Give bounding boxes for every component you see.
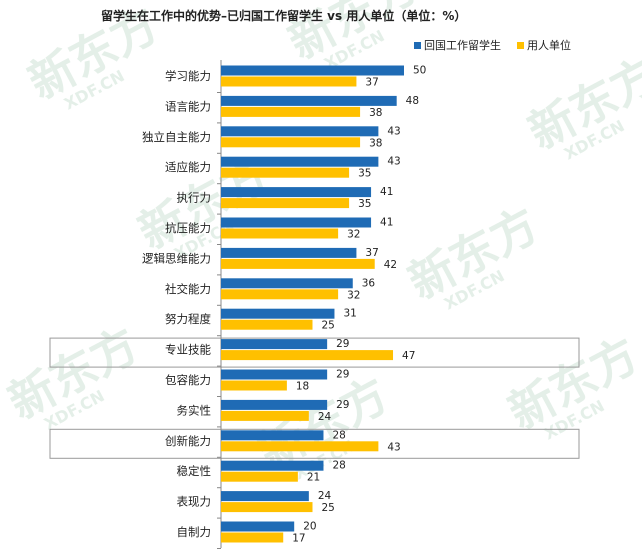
bar-returnee	[221, 247, 357, 258]
data-label-returnee: 37	[365, 247, 378, 259]
bar-returnee	[221, 156, 379, 167]
bar-returnee	[221, 187, 372, 198]
bar-employer	[221, 471, 298, 482]
data-label-returnee: 28	[332, 429, 345, 441]
bar-returnee	[221, 521, 295, 532]
data-label-employer: 32	[347, 289, 360, 301]
bar-returnee	[221, 460, 324, 471]
category-label: 包容能力	[165, 373, 211, 387]
bar-returnee	[221, 308, 335, 319]
data-label-employer: 25	[322, 502, 335, 514]
bar-employer	[221, 137, 361, 148]
category-label: 独立自主能力	[142, 130, 211, 144]
bar-returnee	[221, 217, 372, 228]
bar-employer	[221, 258, 375, 269]
data-label-returnee: 20	[303, 521, 316, 533]
data-label-employer: 35	[358, 168, 371, 180]
data-label-employer: 17	[292, 533, 305, 545]
legend-label-0: 回国工作留学生	[424, 38, 501, 52]
bar-employer	[221, 167, 350, 178]
data-label-employer: 42	[384, 259, 397, 271]
category-label: 专业技能	[165, 343, 211, 357]
data-label-employer: 25	[322, 320, 335, 332]
data-label-returnee: 43	[387, 125, 400, 137]
highlight-box	[49, 337, 580, 368]
data-label-employer: 21	[307, 472, 320, 484]
category-label: 抗压能力	[165, 221, 211, 235]
data-label-returnee: 41	[380, 217, 393, 229]
category-label: 执行力	[177, 191, 212, 205]
data-label-employer: 47	[402, 350, 415, 362]
legend-swatch-1	[517, 42, 524, 49]
bar-returnee	[221, 95, 397, 106]
category-label: 自制力	[177, 525, 212, 539]
bar-employer	[221, 319, 313, 330]
bar-employer	[221, 106, 361, 117]
category-label: 务实性	[177, 403, 212, 417]
category-label: 努力程度	[165, 312, 211, 326]
bar-employer	[221, 380, 287, 391]
data-label-returnee: 43	[387, 156, 400, 168]
data-label-returnee: 29	[336, 399, 349, 411]
category-label: 稳定性	[177, 464, 212, 478]
data-label-employer: 32	[347, 229, 360, 241]
data-label-employer: 37	[365, 77, 378, 89]
data-label-returnee: 41	[380, 186, 393, 198]
bar-employer	[221, 410, 309, 421]
data-label-returnee: 48	[406, 95, 419, 107]
data-label-employer: 43	[387, 441, 400, 453]
category-label: 创新能力	[165, 434, 211, 448]
bar-returnee	[221, 126, 379, 137]
legend-label-1: 用人单位	[527, 38, 571, 52]
bar-returnee	[221, 339, 328, 350]
bar-employer	[221, 198, 350, 209]
data-label-returnee: 31	[343, 308, 356, 320]
category-label: 语言能力	[165, 99, 211, 113]
legend-swatch-0	[414, 42, 421, 49]
bar-returnee	[221, 491, 309, 502]
data-label-returnee: 36	[362, 277, 376, 289]
bar-employer	[221, 532, 284, 543]
category-label: 学习能力	[165, 69, 211, 83]
chart-title: 留学生在工作中的优势–已归国工作留学生 vs 用人单位（单位：%）	[101, 8, 466, 23]
data-label-returnee: 29	[336, 369, 349, 381]
category-label: 逻辑思维能力	[142, 251, 211, 265]
bar-employer	[221, 228, 339, 239]
bar-employer	[221, 441, 379, 452]
bar-employer	[221, 350, 394, 361]
bar-employer	[221, 289, 339, 300]
bar-returnee	[221, 399, 328, 410]
data-label-employer: 38	[369, 107, 382, 119]
data-label-employer: 18	[296, 381, 309, 393]
category-label: 社交能力	[165, 282, 211, 296]
bar-returnee	[221, 65, 404, 76]
highlight-box	[49, 428, 580, 459]
bar-returnee	[221, 278, 353, 289]
data-label-returnee: 29	[336, 338, 349, 350]
bar-employer	[221, 502, 313, 513]
bar-employer	[221, 76, 357, 87]
data-label-employer: 35	[358, 198, 371, 210]
bar-returnee	[221, 430, 324, 441]
data-label-returnee: 28	[332, 460, 345, 472]
category-label: 适应能力	[165, 160, 211, 174]
data-label-returnee: 50	[413, 65, 426, 77]
data-label-employer: 38	[369, 137, 382, 149]
bar-returnee	[221, 369, 328, 380]
data-label-employer: 24	[318, 411, 332, 423]
data-label-returnee: 24	[318, 490, 332, 502]
category-label: 表现力	[177, 495, 212, 509]
